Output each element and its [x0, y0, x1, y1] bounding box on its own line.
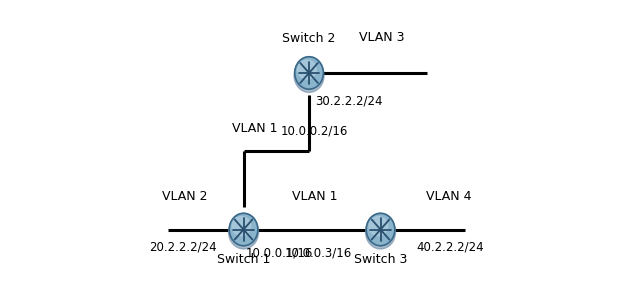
Ellipse shape: [369, 217, 387, 236]
Ellipse shape: [294, 59, 324, 92]
Text: VLAN 2: VLAN 2: [161, 190, 207, 203]
Ellipse shape: [229, 216, 258, 249]
Ellipse shape: [367, 227, 395, 236]
Ellipse shape: [232, 217, 251, 236]
Text: 40.2.2.2/24: 40.2.2.2/24: [417, 241, 484, 254]
Ellipse shape: [367, 213, 395, 246]
Text: Switch 2: Switch 2: [282, 32, 335, 45]
Ellipse shape: [295, 57, 323, 89]
Text: VLAN 1: VLAN 1: [232, 122, 277, 135]
Ellipse shape: [365, 216, 396, 249]
Ellipse shape: [295, 70, 323, 79]
Text: VLAN 1: VLAN 1: [292, 190, 338, 203]
Text: 30.2.2.2/24: 30.2.2.2/24: [316, 95, 383, 108]
Text: Switch 3: Switch 3: [354, 253, 407, 266]
Ellipse shape: [298, 60, 316, 79]
Text: 10.0.0.1/16: 10.0.0.1/16: [246, 247, 313, 260]
Text: Switch 1: Switch 1: [217, 253, 270, 266]
Text: VLAN 4: VLAN 4: [426, 190, 472, 203]
Text: 20.2.2.2/24: 20.2.2.2/24: [149, 241, 217, 254]
Ellipse shape: [229, 213, 258, 246]
Text: 10.0.0.3/16: 10.0.0.3/16: [284, 247, 352, 260]
Text: 10.0.0.2/16: 10.0.0.2/16: [281, 125, 348, 138]
Text: VLAN 3: VLAN 3: [360, 31, 404, 44]
Ellipse shape: [229, 227, 258, 236]
